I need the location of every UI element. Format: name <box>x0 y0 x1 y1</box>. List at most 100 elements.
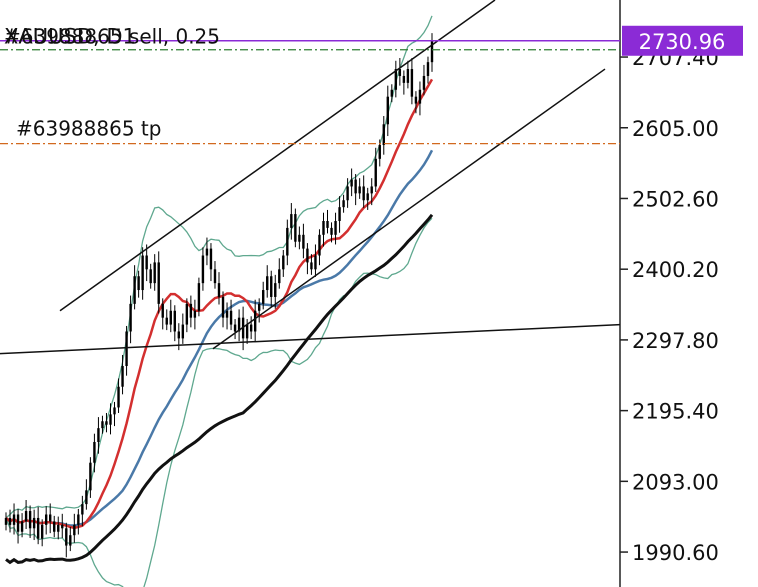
candle-body <box>189 303 193 318</box>
candle-body <box>193 310 197 318</box>
candle-body <box>221 296 225 318</box>
price-tick-label: 1990.60 <box>632 541 719 565</box>
candle-body <box>394 69 398 90</box>
lower-band-line <box>5 217 433 587</box>
candle-body <box>229 310 233 325</box>
candle-body <box>113 407 116 415</box>
candle-body <box>209 248 213 270</box>
order-label: #63988865 tp <box>16 117 161 141</box>
candle-body <box>141 255 144 291</box>
candle-body <box>81 504 84 515</box>
candle-body <box>330 227 333 235</box>
candle-body <box>32 517 36 529</box>
candle-body <box>105 421 108 425</box>
candle-body <box>410 69 414 97</box>
candle-body <box>213 269 217 284</box>
candle-body <box>69 535 72 546</box>
candle-body <box>201 255 205 284</box>
candle-body <box>85 490 88 505</box>
candle-body <box>109 414 112 425</box>
candle-body <box>322 220 325 235</box>
candle-body <box>366 193 369 201</box>
candle-body <box>149 269 152 284</box>
channel-lower-line <box>212 68 606 350</box>
price-tick-label: 2502.60 <box>632 187 719 211</box>
candle-body <box>205 248 209 256</box>
sma-slow-line <box>5 213 434 565</box>
candle-body <box>65 528 68 546</box>
candle-body <box>44 514 48 525</box>
candle-body <box>49 514 52 522</box>
candle-body <box>398 69 402 76</box>
candle-body <box>402 75 406 83</box>
candle-body <box>4 517 8 525</box>
candle-body <box>97 428 100 442</box>
candle-body <box>165 317 168 325</box>
candle-body <box>173 310 176 332</box>
candle-body <box>121 366 124 387</box>
candle-body <box>129 303 132 332</box>
candle-body <box>302 234 305 249</box>
candle-body <box>354 179 357 194</box>
candle-body <box>36 517 40 539</box>
candle-body <box>358 186 361 194</box>
candle-body <box>286 227 289 256</box>
candle-body <box>181 324 185 339</box>
price-axis: 2707.402605.002502.602400.202297.802195.… <box>620 46 719 565</box>
candle-body <box>306 248 309 263</box>
candle-body <box>282 255 285 270</box>
candle-body <box>430 41 434 63</box>
candle-body <box>12 514 16 525</box>
current-price-tag-bg <box>622 25 743 56</box>
candle-body <box>73 524 76 536</box>
candle-body <box>370 186 373 194</box>
candle-body <box>257 303 261 311</box>
candle-body <box>310 262 313 270</box>
candle-body <box>422 75 426 90</box>
candle-body <box>233 324 237 332</box>
candle-body <box>390 89 394 97</box>
price-tick-label: 2605.00 <box>632 117 719 141</box>
candle-body <box>382 124 385 146</box>
candle-body <box>125 331 128 367</box>
price-tick-label: 2093.00 <box>632 470 719 494</box>
order-lines: #63988865 sell, 0.25 #63988865 tp <box>0 25 620 145</box>
candle-body <box>153 262 156 284</box>
candle-body <box>374 158 377 187</box>
candle-body <box>426 62 430 76</box>
candle-body <box>177 331 181 339</box>
candle-body <box>40 524 44 539</box>
candle-body <box>137 276 140 291</box>
candle-body <box>197 283 201 311</box>
candle-body <box>161 303 164 318</box>
trend-lines <box>0 0 621 355</box>
order-label: #63988865 sell, 0.25 <box>4 25 220 49</box>
candle-body <box>145 255 148 270</box>
candle-body <box>16 514 20 532</box>
candle-body <box>185 303 189 325</box>
candle-body <box>362 186 365 201</box>
sma-medium-line <box>5 149 434 527</box>
candle-body <box>318 234 321 256</box>
candle-body <box>278 269 281 284</box>
candle-body <box>157 262 160 304</box>
candle-body <box>378 145 381 159</box>
price-tick-label: 2400.20 <box>632 258 719 282</box>
candle-body <box>28 511 32 529</box>
candles <box>4 33 434 558</box>
candle-body <box>253 310 257 332</box>
current-price-tag: 2730.96 <box>622 25 743 56</box>
candle-body <box>77 514 80 525</box>
candle-body <box>133 276 136 304</box>
candle-body <box>101 421 104 429</box>
candle-body <box>225 310 229 318</box>
support-trend-line <box>0 323 621 355</box>
candle-body <box>298 234 301 242</box>
candle-body <box>89 462 92 491</box>
candle-body <box>270 276 273 297</box>
candle-body <box>274 283 277 297</box>
channel-upper-line <box>59 0 496 312</box>
bollinger-bands <box>5 15 433 587</box>
